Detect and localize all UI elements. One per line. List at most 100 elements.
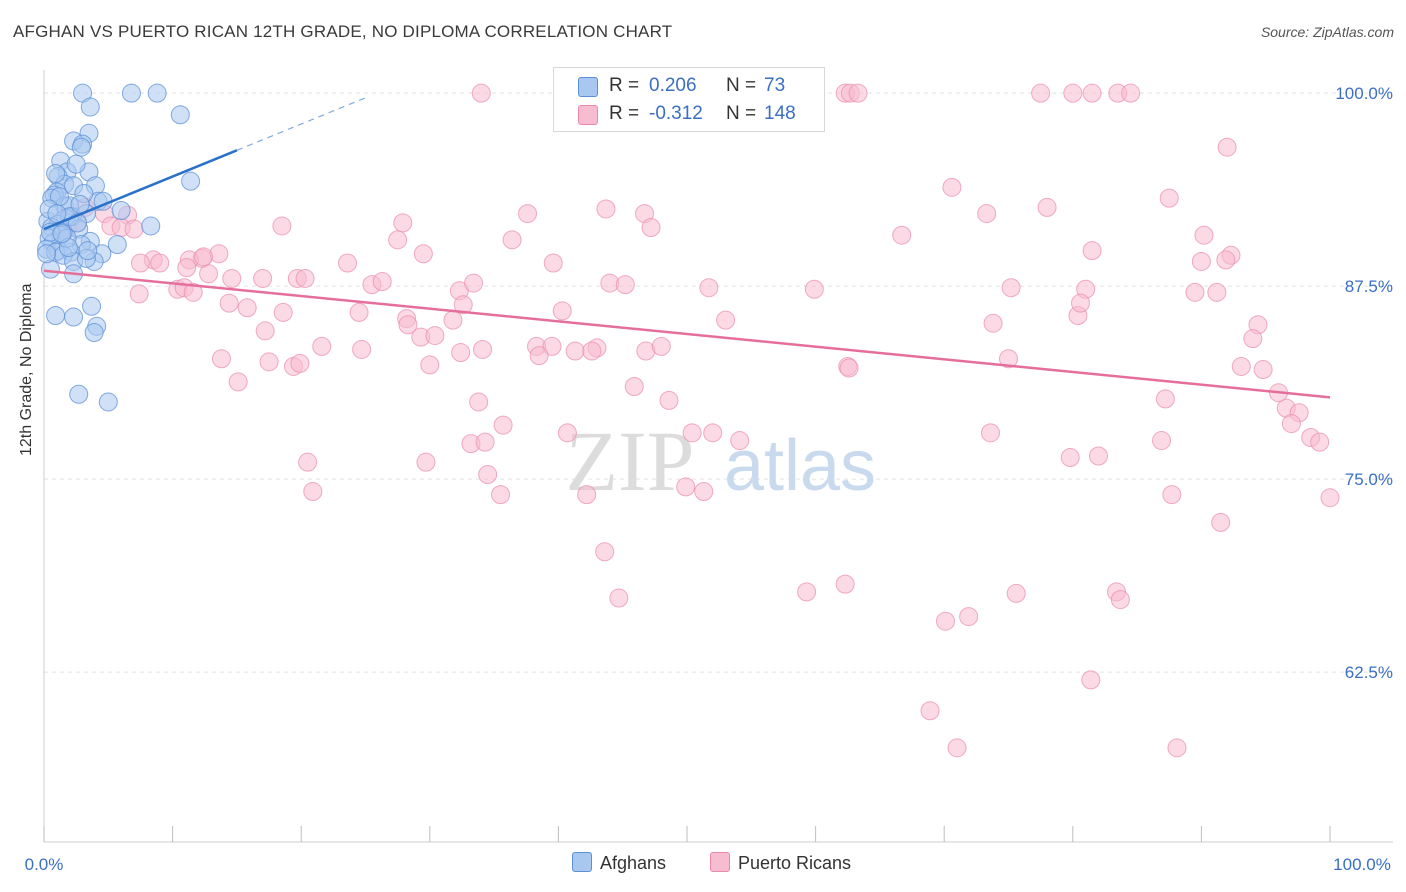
r-label: R = bbox=[609, 75, 640, 96]
puerto-rican-point bbox=[475, 432, 495, 452]
afghan-point bbox=[98, 392, 118, 412]
puerto-rican-point bbox=[451, 343, 471, 363]
puerto-rican-point bbox=[624, 377, 644, 397]
n-label: N = bbox=[726, 103, 757, 124]
puerto-rican-point bbox=[393, 213, 413, 233]
puerto-rican-point bbox=[425, 326, 445, 346]
puerto-rican-point bbox=[609, 588, 629, 608]
puerto-rican-point bbox=[183, 282, 203, 302]
puerto-rican-point bbox=[1159, 188, 1179, 208]
y-tick-label: 87.5% bbox=[1345, 277, 1393, 296]
puerto-rican-point bbox=[372, 272, 392, 292]
source-label: Source: ZipAtlas.com bbox=[1260, 24, 1394, 40]
puerto-rican-point bbox=[703, 423, 723, 443]
afghan-point bbox=[52, 224, 72, 244]
puerto-rican-point bbox=[1089, 446, 1109, 466]
afghan-point bbox=[69, 384, 89, 404]
puerto-rican-point bbox=[255, 321, 275, 341]
puerto-rican-point bbox=[730, 431, 750, 451]
puerto-rican-point bbox=[980, 423, 1000, 443]
puerto-rican-point bbox=[542, 336, 562, 356]
puerto-rican-point bbox=[552, 301, 572, 321]
puerto-rican-point bbox=[659, 390, 679, 410]
puerto-rican-point bbox=[312, 336, 332, 356]
puerto-rican-point bbox=[1152, 431, 1172, 451]
afghan-point bbox=[66, 154, 86, 174]
puerto-rican-point bbox=[529, 346, 549, 366]
puerto-rican-point bbox=[1031, 83, 1051, 103]
puerto-rican-point bbox=[1155, 389, 1175, 409]
puerto-rican-point bbox=[469, 392, 489, 412]
puerto-rican-point bbox=[1310, 432, 1330, 452]
puerto-rican-point bbox=[983, 313, 1003, 333]
afghan-point bbox=[80, 97, 100, 117]
puerto-rican-point bbox=[716, 310, 736, 330]
n-value: 148 bbox=[764, 103, 796, 124]
puerto-ricans-legend-label: Puerto Ricans bbox=[738, 853, 852, 873]
puerto-rican-point bbox=[1006, 583, 1026, 603]
puerto-rican-point bbox=[491, 485, 511, 505]
afghan-points bbox=[37, 83, 201, 412]
puerto-rican-point bbox=[920, 701, 940, 721]
x-tick-label-max: 100.0% bbox=[1333, 855, 1391, 874]
puerto-rican-point bbox=[1185, 282, 1205, 302]
y-tick-label: 75.0% bbox=[1345, 470, 1393, 489]
puerto-rican-point bbox=[1110, 590, 1130, 610]
afghan-point bbox=[71, 137, 91, 157]
x-tick-label-min: 0.0% bbox=[25, 855, 64, 874]
puerto-rican-point bbox=[453, 295, 473, 315]
puerto-rican-point bbox=[797, 582, 817, 602]
afghan-point bbox=[181, 171, 201, 191]
n-value: 73 bbox=[764, 75, 786, 96]
r-value: -0.312 bbox=[649, 103, 703, 124]
puerto-rican-point bbox=[518, 204, 538, 224]
puerto-rican-point bbox=[124, 219, 144, 239]
puerto-rican-point bbox=[337, 253, 357, 273]
puerto-rican-point bbox=[892, 225, 912, 245]
puerto-rican-point bbox=[388, 230, 408, 250]
puerto-rican-point bbox=[676, 477, 696, 497]
puerto-rican-point bbox=[130, 253, 150, 273]
afghan-point bbox=[111, 201, 131, 221]
afghan-trend-line bbox=[43, 149, 238, 231]
puerto-rican-point bbox=[1243, 329, 1263, 349]
n-label: N = bbox=[726, 75, 757, 96]
y-tick-label: 62.5% bbox=[1345, 663, 1393, 682]
chart-title: AFGHAN VS PUERTO RICAN 12TH GRADE, NO DI… bbox=[13, 22, 673, 41]
puerto-rican-point bbox=[228, 372, 248, 392]
puerto-rican-point bbox=[209, 244, 229, 264]
axes bbox=[43, 70, 1393, 843]
puerto-rican-point bbox=[1001, 278, 1021, 298]
puerto-rican-point bbox=[1081, 670, 1101, 690]
puerto-rican-point bbox=[999, 349, 1018, 369]
puerto-rican-trend-line bbox=[43, 269, 1331, 399]
afghan-point bbox=[46, 305, 66, 325]
afghans-swatch bbox=[578, 77, 598, 97]
trend-lines bbox=[43, 97, 1331, 399]
tick-labels: 100.0% 87.5% 75.0% 62.5% 0.0% 100.0% bbox=[25, 84, 1393, 874]
puerto-rican-point bbox=[1121, 83, 1141, 103]
puerto-rican-point bbox=[1082, 241, 1102, 261]
puerto-rican-point bbox=[557, 423, 577, 443]
legend-row-afghans: R = 0.206 N = 73 bbox=[554, 72, 824, 100]
puerto-rican-point bbox=[150, 253, 170, 273]
puerto-rican-point bbox=[543, 253, 563, 273]
puerto-rican-point bbox=[502, 230, 522, 250]
puerto-rican-point bbox=[942, 177, 962, 197]
puerto-rican-point bbox=[398, 315, 418, 335]
puerto-rican-point bbox=[1167, 738, 1187, 758]
puerto-rican-point bbox=[694, 482, 714, 502]
puerto-rican-point bbox=[935, 611, 955, 631]
puerto-rican-point bbox=[273, 302, 293, 322]
puerto-rican-point bbox=[839, 358, 859, 378]
puerto-rican-point bbox=[1162, 485, 1182, 505]
afghan-point bbox=[46, 163, 66, 183]
puerto-rican-point bbox=[835, 574, 855, 594]
afghan-point bbox=[170, 105, 190, 125]
puerto-rican-point bbox=[615, 275, 635, 295]
legend-row-puerto-ricans: R = -0.312 N = 148 bbox=[554, 100, 824, 128]
bottom-legend-puerto-ricans: Puerto Ricans bbox=[710, 852, 851, 874]
r-value: 0.206 bbox=[649, 75, 697, 96]
puerto-rican-point bbox=[253, 268, 273, 288]
puerto-rican-point bbox=[947, 738, 967, 758]
